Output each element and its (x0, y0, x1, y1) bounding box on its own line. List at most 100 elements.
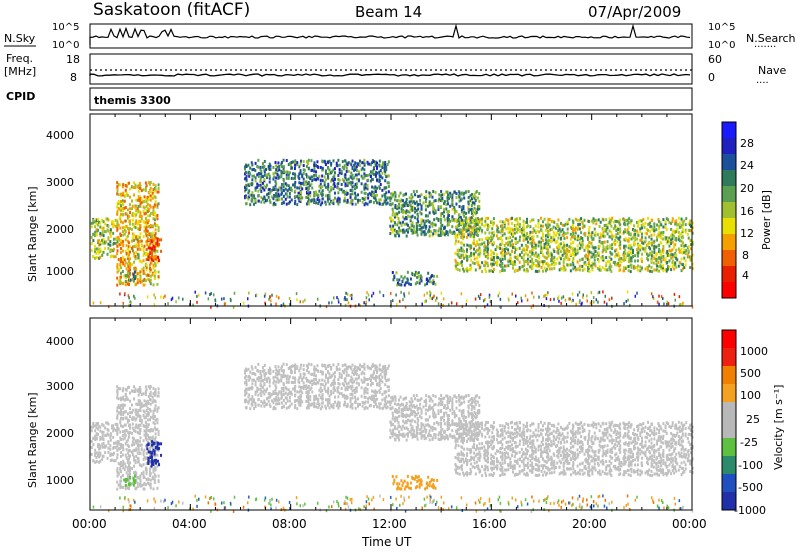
power-cell (244, 170, 247, 174)
power-cell (587, 261, 590, 265)
power-cell (541, 262, 544, 266)
power-cell (462, 253, 465, 257)
power-cell (538, 240, 541, 244)
power-cell (473, 231, 476, 235)
power-cell (306, 195, 309, 199)
power-cell (361, 196, 364, 200)
power-cell (146, 243, 149, 247)
power-cell (595, 254, 598, 258)
power-cell (273, 175, 276, 179)
power-speckle (408, 291, 410, 295)
power-cell (427, 271, 430, 275)
velocity-cell (151, 461, 154, 465)
power-cell (627, 265, 630, 269)
power-cell (491, 220, 494, 224)
power-cell (249, 203, 252, 207)
power-cell (391, 230, 394, 234)
power-cell (95, 222, 98, 226)
velocity-cell (128, 475, 131, 479)
velocity-cell (117, 410, 120, 414)
power-cell (526, 240, 529, 244)
power-cell (280, 173, 283, 177)
power-cell (512, 234, 515, 238)
power-ytick-1000: 1000 (46, 265, 74, 278)
power-cell (671, 253, 674, 257)
power-cell (157, 202, 160, 206)
velocity-cell (151, 440, 154, 444)
power-cell (129, 207, 132, 211)
power-cell (333, 167, 336, 171)
velocity-cell (127, 449, 130, 453)
power-cell (564, 249, 567, 253)
power-cell (639, 269, 642, 273)
power-cell (465, 224, 468, 228)
power-cell (357, 200, 360, 204)
power-cell (509, 236, 512, 240)
power-cell (523, 264, 526, 268)
power-cell (292, 177, 295, 181)
power-cell (403, 230, 406, 234)
power-cell (131, 232, 134, 236)
power-cell (580, 241, 583, 245)
power-cell (406, 204, 409, 208)
power-cell (410, 193, 413, 197)
power-cell (526, 245, 529, 249)
power-speckle (264, 292, 267, 296)
power-cell (285, 202, 288, 206)
power-cell (376, 186, 379, 190)
power-cell (116, 249, 119, 253)
power-cell (443, 202, 446, 206)
power-cell (507, 241, 510, 245)
velocity-cell (301, 385, 304, 389)
velocity-cell (124, 410, 127, 414)
power-cell (416, 275, 419, 279)
power-cell (434, 199, 437, 203)
colorbar-segment (722, 266, 736, 283)
power-cell (470, 203, 473, 207)
power-cell (630, 237, 633, 241)
velocity-cell (116, 487, 119, 491)
velocity-cell (249, 386, 252, 390)
power-cell (463, 226, 466, 230)
power-cell (608, 255, 611, 259)
power-cell (484, 267, 487, 271)
power-cell (553, 263, 556, 267)
power-cell (437, 208, 440, 212)
power-cell (328, 172, 331, 176)
power-cell (406, 280, 409, 284)
power-cell (363, 158, 366, 162)
power-cell (393, 215, 396, 219)
power-cell (394, 204, 397, 208)
power-cell (299, 190, 302, 194)
power-cell (419, 202, 422, 206)
power-cell (372, 196, 375, 200)
power-cell (430, 193, 433, 197)
power-cell (244, 189, 247, 193)
velocity-cell (120, 410, 123, 414)
power-cell (136, 281, 139, 285)
power-cell (321, 189, 324, 193)
power-cell (645, 232, 648, 236)
power-cell (677, 216, 680, 220)
power-cell (490, 262, 493, 266)
power-cell (550, 267, 553, 271)
power-cell (137, 219, 140, 223)
velocity-cell (251, 372, 254, 376)
power-cell (127, 215, 130, 219)
power-cell (674, 238, 677, 242)
power-cell (552, 248, 555, 252)
power-cell (147, 224, 150, 228)
power-cell (628, 237, 631, 241)
power-cell (485, 261, 488, 265)
power-cell (647, 242, 650, 246)
power-cell (116, 270, 119, 274)
velocity-cell (285, 380, 288, 384)
velocity-cell (302, 375, 305, 379)
power-cell (443, 207, 446, 211)
velocity-cell (117, 405, 120, 409)
power-cell (509, 253, 512, 257)
power-cell (544, 228, 547, 232)
power-cell (127, 231, 130, 235)
power-cell (619, 243, 622, 247)
power-cell (501, 227, 504, 231)
